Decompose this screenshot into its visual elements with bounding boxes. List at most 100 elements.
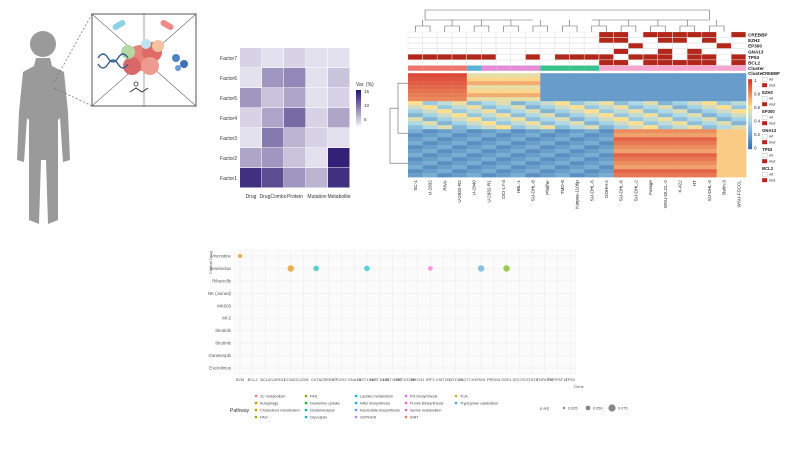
expression-cell bbox=[657, 89, 673, 94]
expression-cell bbox=[437, 109, 453, 114]
expression-cell bbox=[702, 161, 717, 166]
expression-cell bbox=[481, 137, 497, 142]
pathway-legend-swatch bbox=[304, 408, 308, 412]
mutation-cell bbox=[466, 48, 482, 55]
expression-cell bbox=[613, 113, 629, 118]
expression-cell bbox=[613, 133, 629, 138]
expression-cell bbox=[584, 105, 600, 110]
y-tick-label: Ibrutinib bbox=[215, 328, 231, 333]
expression-cell bbox=[599, 113, 614, 118]
expression-cell bbox=[408, 145, 423, 150]
expression-cell bbox=[481, 157, 497, 162]
expression-cell bbox=[422, 173, 438, 178]
expression-cell bbox=[687, 97, 703, 102]
pathway-legend-swatch bbox=[254, 408, 258, 412]
expression-cell bbox=[716, 113, 732, 118]
expression-cell bbox=[569, 125, 585, 130]
expression-cell bbox=[687, 81, 703, 86]
expression-cell bbox=[540, 129, 556, 134]
expression-cell bbox=[540, 121, 556, 126]
expression-cell bbox=[437, 105, 453, 110]
expression-cell bbox=[628, 85, 644, 90]
mutation-cell bbox=[657, 48, 673, 55]
expression-cell bbox=[437, 101, 453, 106]
expression-cell bbox=[569, 89, 585, 94]
expression-cell bbox=[584, 109, 600, 114]
pathway-legend-label: 1C metabolism bbox=[260, 394, 285, 398]
mutation-cell bbox=[451, 59, 467, 66]
expression-cell bbox=[716, 89, 732, 94]
mutation-cell bbox=[731, 37, 746, 43]
pathway-legend-label: Purine Biosynthesis bbox=[410, 401, 443, 405]
expression-cell bbox=[452, 129, 467, 134]
expression-cell bbox=[731, 145, 747, 150]
expression-cell bbox=[599, 129, 614, 134]
expression-cell bbox=[555, 133, 570, 138]
wt-label: wt bbox=[769, 173, 774, 177]
expression-cell bbox=[584, 89, 600, 94]
expression-cell bbox=[437, 113, 453, 118]
cluster-cell bbox=[716, 65, 732, 71]
mut-swatch bbox=[762, 102, 768, 107]
cluster-cell bbox=[481, 65, 497, 71]
expression-cell bbox=[540, 89, 556, 94]
expression-cell bbox=[672, 169, 688, 174]
expression-cell bbox=[731, 109, 747, 114]
cluster-cell bbox=[452, 65, 467, 71]
expression-cell bbox=[481, 77, 497, 82]
expression-cell bbox=[408, 161, 423, 166]
expression-cell bbox=[466, 77, 482, 82]
factor-cell bbox=[240, 48, 262, 68]
expression-cell bbox=[702, 101, 717, 106]
mutation-legend-title: BCL2 bbox=[762, 166, 774, 171]
expression-cell bbox=[408, 97, 423, 102]
mutation-cell bbox=[437, 59, 452, 66]
expression-cell bbox=[643, 73, 659, 78]
factor-cell bbox=[328, 148, 350, 168]
expression-cell bbox=[628, 153, 644, 158]
expression-cell bbox=[702, 137, 717, 142]
expression-cell bbox=[422, 77, 438, 82]
expression-cell bbox=[716, 109, 732, 114]
expression-cell bbox=[422, 129, 438, 134]
factor-variance-heatmap: Factor7 Factor6 Factor5 Factor4 Factor3 Facto… bbox=[220, 48, 374, 200]
expression-cell bbox=[702, 165, 717, 170]
pathway-legend-swatch bbox=[354, 401, 358, 405]
expression-cell bbox=[569, 141, 585, 146]
mutation-cell bbox=[510, 54, 526, 60]
mutation-cell bbox=[554, 43, 570, 49]
expression-cell bbox=[731, 149, 747, 154]
expression-cell bbox=[452, 141, 467, 146]
expression-cell bbox=[702, 169, 717, 174]
expression-cell bbox=[555, 149, 570, 154]
expression-cell bbox=[555, 161, 570, 166]
mutation-cell bbox=[716, 37, 732, 43]
expression-cell bbox=[731, 137, 747, 142]
cluster-cell bbox=[599, 65, 614, 71]
expression-cell bbox=[540, 77, 556, 82]
expression-cell bbox=[408, 113, 423, 118]
expression-cell bbox=[510, 161, 526, 166]
expression-cell bbox=[599, 157, 614, 162]
pathway-legend-label: Autophagy bbox=[260, 401, 278, 405]
expression-cell bbox=[540, 173, 556, 178]
expression-cell bbox=[657, 73, 673, 78]
expression-cell bbox=[613, 157, 629, 162]
expression-cell bbox=[599, 141, 614, 146]
data-point bbox=[287, 265, 295, 272]
expression-cell bbox=[452, 73, 467, 78]
expression-cell bbox=[716, 121, 732, 126]
expression-cell bbox=[643, 117, 659, 122]
factor-col-label: Protein bbox=[287, 194, 303, 200]
expression-cell bbox=[555, 153, 570, 158]
mutation-cell bbox=[687, 54, 702, 60]
expression-cell bbox=[672, 145, 688, 150]
mutation-cell bbox=[599, 43, 614, 49]
mutation-cell bbox=[540, 31, 555, 38]
expression-cell bbox=[481, 161, 497, 166]
pathway-legend-swatch bbox=[254, 415, 258, 419]
expression-cell bbox=[540, 109, 556, 114]
pathway-legend-label: FAO bbox=[260, 415, 268, 419]
expression-cell bbox=[716, 157, 732, 162]
mutation-cell bbox=[628, 31, 643, 38]
